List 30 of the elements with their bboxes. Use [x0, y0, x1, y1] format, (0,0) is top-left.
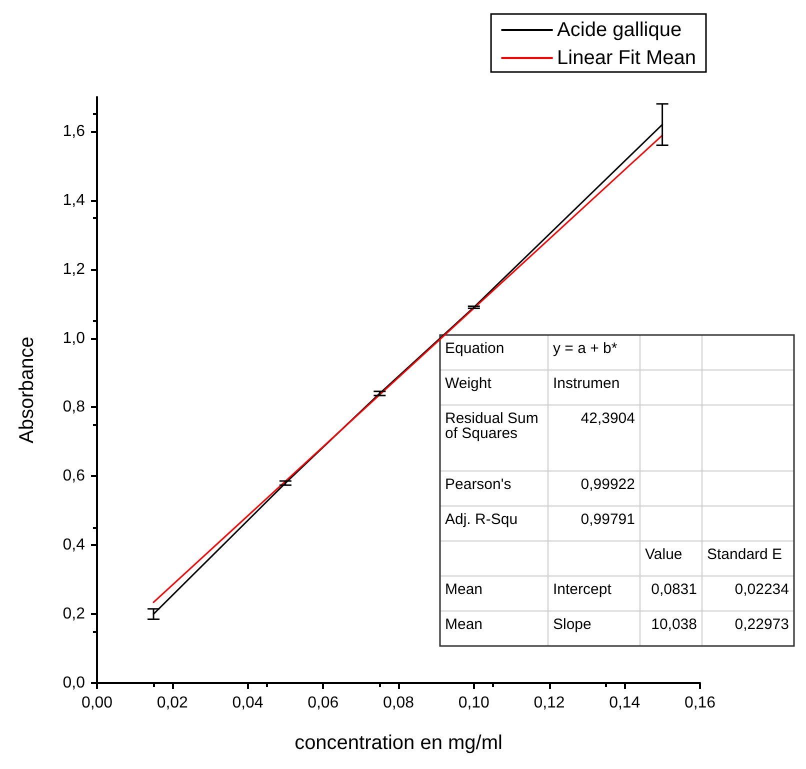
x-tick-label: 0,02 [156, 694, 188, 712]
text: Weight Instrumen [445, 375, 620, 392]
y-tick-label: 0,6 [62, 468, 86, 485]
y-tick-label: 0,2 [62, 606, 86, 623]
text: Pearson's 0,99922 [445, 476, 635, 493]
x-tick-label: 0,08 [382, 694, 414, 712]
legend-label: Acide gallique [557, 19, 682, 41]
x-tick-label: 0,10 [458, 694, 490, 712]
x-tick-label: 0,06 [308, 694, 339, 712]
text: Residual Sum of Squares 42,3904 [445, 410, 635, 442]
y-tick-label: 1,6 [62, 122, 86, 140]
text: Mean Slope 10,038 0,22973 [445, 616, 789, 633]
y-tick-label: 0,8 [62, 398, 86, 416]
y-tick-label: 0,0 [62, 674, 86, 692]
y-axis-title: Absorbance [16, 336, 38, 444]
y-tick-label: 0,4 [62, 536, 86, 554]
text: Equation y = a + b* [445, 340, 618, 357]
y-tick-label: 1,2 [62, 260, 86, 278]
x-axis-title: concentration en mg/ml [294, 732, 502, 754]
x-tick-label: 0,00 [81, 694, 113, 712]
x-tick-label: 0,16 [684, 694, 716, 712]
text: Value Standard E [645, 546, 782, 563]
y-tick-label: 1,0 [62, 330, 86, 347]
x-tick-label: 0,14 [609, 694, 640, 712]
legend-label: Linear Fit Mean [557, 47, 696, 69]
text: Adj. R-Squ 0,99791 [445, 511, 635, 528]
y-tick-label: 1,4 [62, 192, 86, 209]
text: Mean Intercept 0,0831 0,02234 [445, 581, 789, 598]
x-tick-label: 0,04 [232, 694, 264, 712]
x-tick-label: 0,12 [534, 694, 565, 712]
